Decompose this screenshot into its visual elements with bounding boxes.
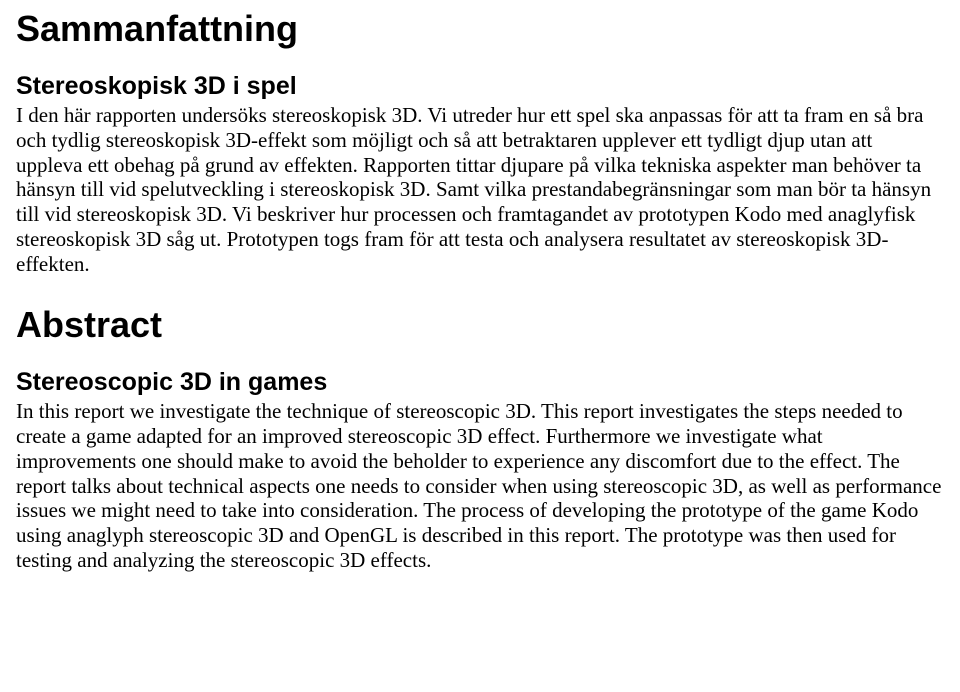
paragraph-english-abstract: In this report we investigate the techni… <box>16 399 944 572</box>
subheading-stereoscopic-3d-in-games: Stereoscopic 3D in games <box>16 368 944 397</box>
paragraph-swedish-summary: I den här rapporten undersöks stereoskop… <box>16 103 944 276</box>
subheading-stereoskopisk-3d-i-spel: Stereoskopisk 3D i spel <box>16 72 944 101</box>
heading-sammanfattning: Sammanfattning <box>16 8 944 50</box>
heading-abstract: Abstract <box>16 304 944 346</box>
document-page: Sammanfattning Stereoskopisk 3D i spel I… <box>0 0 960 621</box>
